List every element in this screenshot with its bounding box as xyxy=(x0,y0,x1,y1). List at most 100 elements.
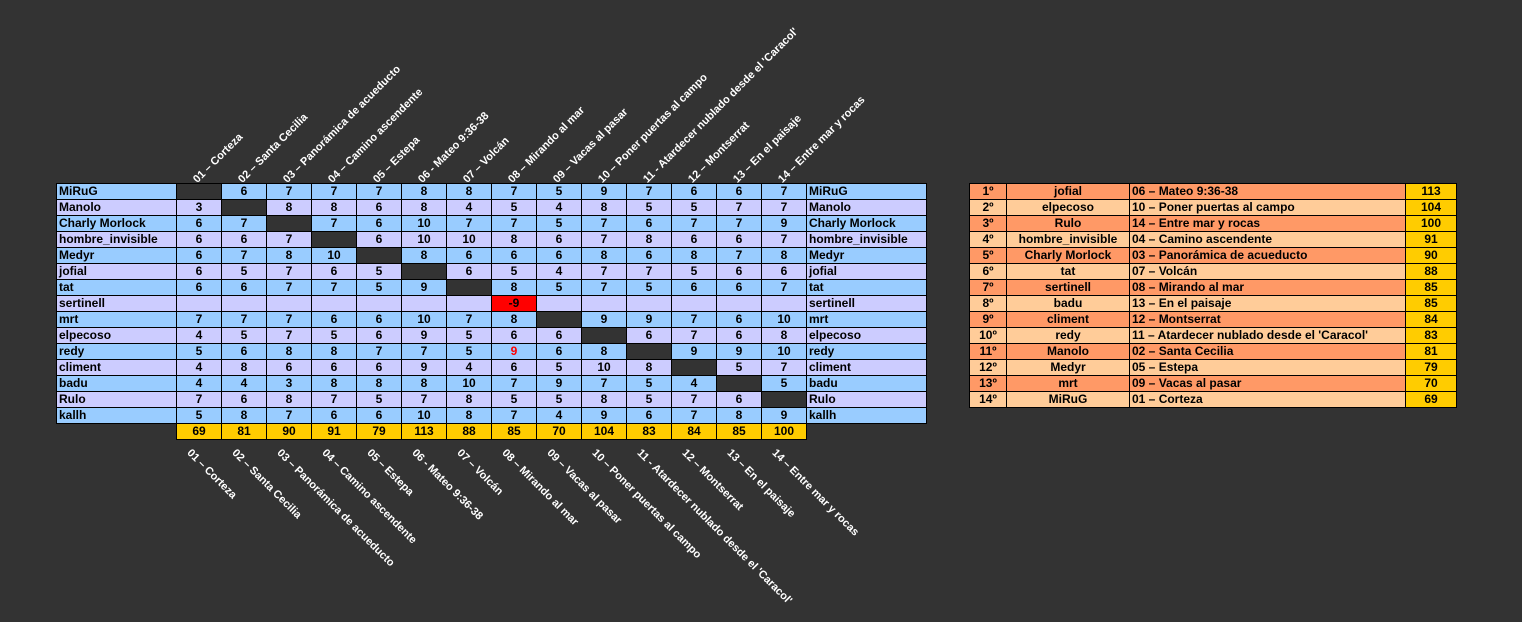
score-cell: 10 xyxy=(401,407,447,424)
score-cell: 7 xyxy=(761,183,807,200)
rank-photo: 11 – Atardecer nublado desde el 'Caracol… xyxy=(1129,327,1406,344)
score-cell: 9 xyxy=(761,407,807,424)
rank-position: 2º xyxy=(969,199,1007,216)
score-cell: 5 xyxy=(536,391,582,408)
table-row: elpecoso 4 5 7 5 6 9 5 6 6 6 7 6 8 elpecoso xyxy=(56,327,927,344)
score-cell: 6 xyxy=(221,279,267,296)
score-cell xyxy=(356,247,402,264)
score-cell: 4 xyxy=(176,327,222,344)
score-cell: 5 xyxy=(536,183,582,200)
voter-name: Medyr xyxy=(56,247,177,264)
rank-photo: 08 – Mirando al mar xyxy=(1129,279,1406,296)
rank-points: 70 xyxy=(1405,375,1457,392)
score-cell: 10 xyxy=(761,343,807,360)
score-cell xyxy=(581,327,627,344)
score-cell: 8 xyxy=(356,375,402,392)
total-cell: 104 xyxy=(581,423,627,440)
rank-position: 14º xyxy=(969,391,1007,408)
score-cell xyxy=(536,311,582,328)
table-row: 8º badu 13 – En el paisaje 85 xyxy=(969,295,1457,312)
voter-name-right: Medyr xyxy=(806,247,927,264)
score-cell xyxy=(716,295,762,312)
score-cell: 7 xyxy=(266,183,312,200)
score-cell xyxy=(176,183,222,200)
rank-points: 113 xyxy=(1405,183,1457,200)
rank-user: badu xyxy=(1006,295,1130,312)
score-cell xyxy=(311,231,357,248)
score-cell: 5 xyxy=(356,391,402,408)
voter-name-right: sertinell xyxy=(806,295,927,312)
score-cell: 9 xyxy=(581,311,627,328)
score-cell: 7 xyxy=(446,311,492,328)
score-cell xyxy=(716,375,762,392)
score-cell: 5 xyxy=(491,391,537,408)
score-cell: 7 xyxy=(176,311,222,328)
rank-user: hombre_invisible xyxy=(1006,231,1130,248)
table-row: kallh 5 8 7 6 6 10 8 7 4 9 6 7 8 9 kallh xyxy=(56,407,927,424)
score-cell: 8 xyxy=(401,183,447,200)
score-cell: 7 xyxy=(671,215,717,232)
score-cell xyxy=(626,343,672,360)
score-cell xyxy=(761,295,807,312)
score-cell: 4 xyxy=(176,375,222,392)
score-cell: 6 xyxy=(356,231,402,248)
score-cell: 7 xyxy=(581,279,627,296)
score-cell xyxy=(311,295,357,312)
score-cell: 10 xyxy=(446,375,492,392)
rank-photo: 10 – Poner puertas al campo xyxy=(1129,199,1406,216)
score-cell: 5 xyxy=(626,279,672,296)
score-cell: 7 xyxy=(671,327,717,344)
photo-label-top: 09 – Vacas al pasar xyxy=(550,106,630,186)
score-cell xyxy=(446,279,492,296)
voter-name-right: climent xyxy=(806,359,927,376)
rank-position: 10º xyxy=(969,327,1007,344)
score-cell: 6 xyxy=(671,183,717,200)
score-cell: 6 xyxy=(356,215,402,232)
voter-name-right: redy xyxy=(806,343,927,360)
total-cell: 79 xyxy=(356,423,402,440)
table-row: Rulo 7 6 8 7 5 7 8 5 5 8 5 7 6 Rulo xyxy=(56,391,927,408)
score-cell: 8 xyxy=(491,311,537,328)
totals-spacer xyxy=(57,424,177,440)
score-cell: 6 xyxy=(716,311,762,328)
rank-points: 100 xyxy=(1405,215,1457,232)
voter-name: Rulo xyxy=(56,391,177,408)
score-cell: 6 xyxy=(356,199,402,216)
score-cell: 7 xyxy=(266,311,312,328)
rank-user: jofial xyxy=(1006,183,1130,200)
table-row: 3º Rulo 14 – Entre mar y rocas 100 xyxy=(969,215,1457,232)
total-cell: 113 xyxy=(401,423,447,440)
score-cell: 5 xyxy=(536,215,582,232)
rank-user: redy xyxy=(1006,327,1130,344)
rank-user: Charly Morlock xyxy=(1006,247,1130,264)
rank-user: sertinell xyxy=(1006,279,1130,296)
rank-photo: 09 – Vacas al pasar xyxy=(1129,375,1406,392)
score-cell: 7 xyxy=(626,183,672,200)
table-row: mrt 7 7 7 6 6 10 7 8 9 9 7 6 10 mrt xyxy=(56,311,927,328)
voter-name-right: Charly Morlock xyxy=(806,215,927,232)
score-cell: 6 xyxy=(356,311,402,328)
score-cell: 5 xyxy=(176,343,222,360)
score-cell: 6 xyxy=(626,407,672,424)
rank-position: 4º xyxy=(969,231,1007,248)
score-cell: 6 xyxy=(356,407,402,424)
score-cell: 7 xyxy=(221,215,267,232)
table-row: 9º climent 12 – Montserrat 84 xyxy=(969,311,1457,328)
score-cell: 6 xyxy=(716,279,762,296)
photo-label-top: 07 – Volcán xyxy=(460,134,512,186)
score-cell: 6 xyxy=(536,327,582,344)
score-cell xyxy=(356,295,402,312)
score-cell: 9 xyxy=(626,311,672,328)
voter-name: kallh xyxy=(56,407,177,424)
rank-photo: 13 – En el paisaje xyxy=(1129,295,1406,312)
rank-position: 13º xyxy=(969,375,1007,392)
score-cell: 5 xyxy=(536,279,582,296)
score-cell: 7 xyxy=(401,391,447,408)
score-cell: 8 xyxy=(491,279,537,296)
score-cell: 7 xyxy=(716,199,762,216)
score-cell: 7 xyxy=(401,343,447,360)
score-cell: 10 xyxy=(401,231,447,248)
rank-photo: 03 – Panorámica de acueducto xyxy=(1129,247,1406,264)
rank-points: 91 xyxy=(1405,231,1457,248)
score-cell: 7 xyxy=(761,279,807,296)
